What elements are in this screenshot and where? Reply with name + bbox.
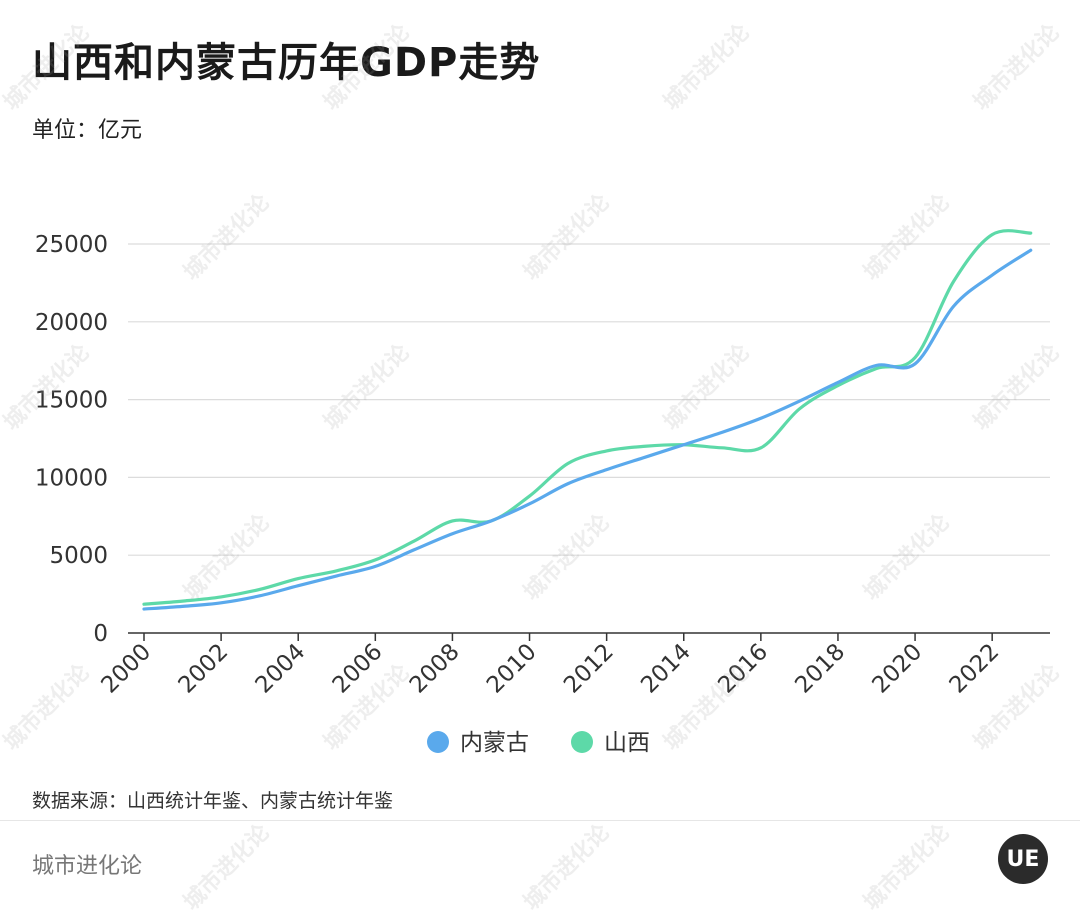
watermark-text: 城市进化论 <box>179 820 275 916</box>
x-tick-label: 2010 <box>482 639 542 699</box>
y-tick-label: 15000 <box>35 388 108 414</box>
series-line-山西 <box>142 229 1033 606</box>
legend-marker <box>571 731 593 753</box>
x-tick-label: 2008 <box>405 639 465 699</box>
legend-label: 山西 <box>604 730 650 756</box>
unit-label: 单位：亿元 <box>32 118 143 143</box>
series-lines <box>142 229 1033 611</box>
brand-logo: UE <box>998 834 1048 884</box>
x-tick-label: 2014 <box>636 639 696 699</box>
watermark-text: 城市进化论 <box>519 820 615 916</box>
x-tick-label: 2018 <box>790 639 850 699</box>
x-tick-label: 2000 <box>96 639 156 699</box>
legend-marker <box>427 731 449 753</box>
x-tick-label: 2012 <box>559 639 619 699</box>
source-note: 数据来源：山西统计年鉴、内蒙古统计年鉴 <box>32 790 394 812</box>
x-tick-label: 2004 <box>251 639 311 699</box>
y-tick-label: 5000 <box>49 543 108 569</box>
y-tick-label: 20000 <box>35 310 108 336</box>
legend-label: 内蒙古 <box>460 730 529 756</box>
y-tick-label: 10000 <box>35 465 108 491</box>
x-tick-label: 2006 <box>328 639 388 699</box>
chart-title: 山西和内蒙古历年GDP走势 <box>32 40 541 86</box>
footer-divider <box>0 820 1080 821</box>
grid-lines <box>128 243 1050 634</box>
brand-name: 城市进化论 <box>32 854 143 879</box>
x-tick-label: 2002 <box>174 639 234 699</box>
y-tick-label: 25000 <box>35 232 108 258</box>
legend: 内蒙古 山西 <box>427 730 650 756</box>
series-line-内蒙古 <box>142 248 1033 611</box>
x-axis: 2000 2002 2004 2006 2008 2010 2012 2014 2016 2018… <box>96 633 1004 699</box>
x-tick-label: 2016 <box>713 639 773 699</box>
y-axis-ticks: 0 5000 10000 15000 20000 25000 <box>35 232 108 647</box>
x-tick-label: 2022 <box>945 639 1005 699</box>
x-tick-label: 2020 <box>868 639 928 699</box>
watermark-text: 城市进化论 <box>859 820 955 916</box>
y-tick-label: 0 <box>93 621 108 647</box>
